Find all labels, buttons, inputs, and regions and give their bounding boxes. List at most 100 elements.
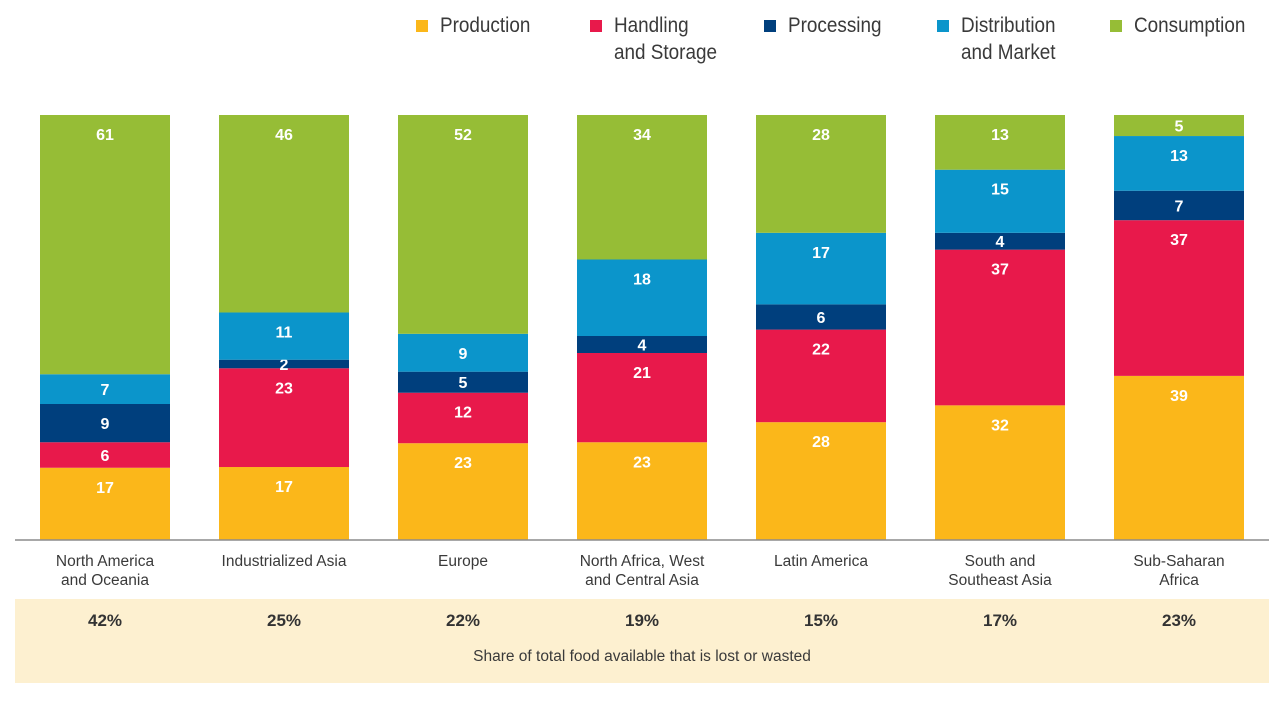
- bar-segment: [577, 353, 707, 443]
- legend-item-0: Production: [416, 12, 540, 39]
- bar-segment: [1114, 375, 1244, 540]
- legend-item-3: Distribution and Market: [937, 12, 1066, 66]
- data-label: 9: [459, 346, 468, 363]
- bar-segment: [1114, 190, 1244, 221]
- legend-swatch: [764, 20, 776, 32]
- data-label: 12: [454, 405, 472, 422]
- data-label: 23: [633, 454, 651, 471]
- bar-segment: [1114, 136, 1244, 191]
- bar-segment: [40, 404, 170, 443]
- data-label: 15: [991, 182, 1009, 199]
- data-label: 4: [996, 234, 1005, 251]
- share-value: 22%: [445, 611, 481, 630]
- data-label: 37: [1170, 232, 1188, 249]
- bar-segment: [40, 467, 170, 540]
- category-label: Europe: [438, 553, 488, 570]
- data-label: 34: [633, 127, 651, 144]
- bar-segment: [398, 443, 528, 540]
- share-value: 42%: [87, 611, 123, 630]
- legend-item-4: Consumption: [1110, 12, 1258, 39]
- bar-segment: [219, 359, 349, 369]
- bar-segment: [756, 232, 886, 305]
- data-label: 6: [101, 448, 110, 465]
- legend-label: Consumption: [1134, 14, 1246, 37]
- data-label: 21: [633, 365, 651, 382]
- data-label: 6: [817, 310, 826, 327]
- bar-segment: [398, 371, 528, 393]
- category-label: Sub-Saharan Africa: [1133, 553, 1224, 589]
- share-value: 23%: [1161, 611, 1197, 630]
- legend-label: Production: [440, 14, 531, 37]
- data-label: 17: [812, 245, 830, 262]
- bar-segment: [398, 333, 528, 372]
- category-label: Latin America: [774, 553, 868, 570]
- bar-segment: [398, 392, 528, 444]
- bar-segment: [756, 115, 886, 233]
- data-label: 18: [633, 272, 651, 289]
- legend-swatch: [937, 20, 949, 32]
- data-label: 39: [1170, 388, 1188, 405]
- share-value: 25%: [266, 611, 302, 630]
- legend-label: Processing: [788, 14, 882, 37]
- share-panel: 42% 25% 22% 19% 15% 17% 23% Share of total foo…: [15, 599, 1269, 683]
- bar-segment: [40, 442, 170, 468]
- share-caption: Share of total food available that is lo…: [473, 648, 811, 665]
- bar-segment: [1114, 115, 1244, 137]
- bar-segment: [935, 249, 1065, 406]
- bar-segment: [756, 304, 886, 330]
- legend-swatch: [590, 20, 602, 32]
- data-label: 22: [812, 342, 830, 359]
- data-label: 52: [454, 127, 472, 144]
- bar-segment: [219, 115, 349, 313]
- legend-label: Handling and Storage: [614, 14, 717, 64]
- bar-segment: [40, 115, 170, 375]
- data-label: 61: [96, 127, 114, 144]
- bar-segment: [219, 312, 349, 360]
- legend-swatch: [1110, 20, 1122, 32]
- category-labels: North America and Oceania Industrialized A…: [56, 553, 1225, 589]
- data-label: 13: [991, 127, 1009, 144]
- stacked-bar-chart: 17 6 9 7 61 17 2 32 11 46 23 12 5 9 52 23 21 4 18 34 28 22 6 17…: [15, 115, 1269, 589]
- data-label: 2: [280, 357, 289, 374]
- data-label: 28: [812, 434, 830, 451]
- bar-segment: [935, 169, 1065, 233]
- data-label: 9: [101, 416, 110, 433]
- data-label: 28: [812, 127, 830, 144]
- data-label: 7: [101, 382, 110, 399]
- category-label: Industrialized Asia: [222, 553, 347, 570]
- data-label: 37: [991, 262, 1009, 279]
- category-label: North Africa, West and Central Asia: [580, 553, 705, 589]
- bar-segment: [756, 329, 886, 423]
- legend-item-2: Processing: [764, 12, 892, 39]
- share-value: 17%: [982, 611, 1018, 630]
- data-label: 32: [991, 417, 1009, 434]
- bar-segment: [398, 115, 528, 334]
- data-label: 4: [638, 338, 647, 355]
- data-label: 11: [276, 324, 293, 341]
- bar-segment: [577, 336, 707, 353]
- data-label: 17: [275, 479, 293, 496]
- bar-segment: [756, 422, 886, 540]
- data-label: 46: [275, 127, 293, 144]
- legend-label: Distribution and Market: [961, 14, 1056, 64]
- data-label: 17: [96, 480, 114, 497]
- bar-segment: [935, 115, 1065, 170]
- data-label: 7: [1175, 198, 1184, 215]
- share-value: 15%: [803, 611, 839, 630]
- bar-group: 17 6 9 7 61 17 2 32 11 46 23 12 5 9 52 23 21 4 18 34 28 22 6 17…: [40, 115, 1244, 540]
- bar-segment: [1114, 220, 1244, 376]
- bar-segment: [40, 374, 170, 404]
- legend-item-1: Handling and Storage: [590, 12, 728, 66]
- bar-segment: [219, 368, 349, 468]
- category-label: North America and Oceania: [56, 553, 155, 589]
- bar-segment: [577, 442, 707, 540]
- share-value: 19%: [624, 611, 660, 630]
- data-label: 5: [459, 375, 468, 392]
- bar-segment: [935, 232, 1065, 250]
- category-label: South and Southeast Asia: [948, 553, 1052, 589]
- data-label: 23: [454, 455, 472, 472]
- bar-segment: [577, 259, 707, 336]
- bar-segment: [219, 467, 349, 540]
- data-label: 5: [1175, 119, 1184, 136]
- legend-swatch: [416, 20, 428, 32]
